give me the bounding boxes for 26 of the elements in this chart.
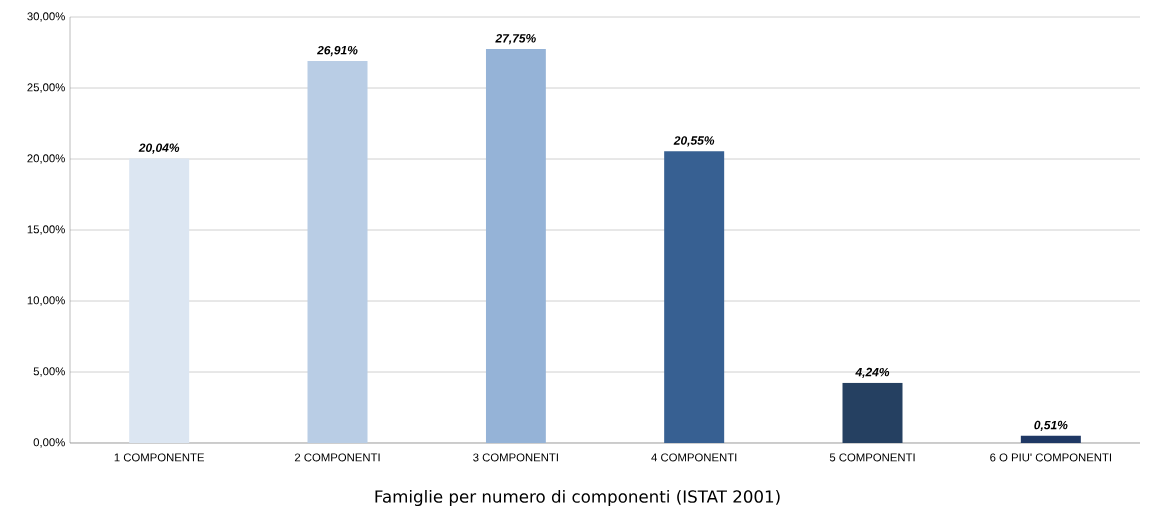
x-tick-label: 1 COMPONENTE xyxy=(114,453,205,462)
data-label: 0,51% xyxy=(1034,420,1068,432)
bar xyxy=(307,60,368,443)
y-tick-label: 15,00% xyxy=(27,225,65,235)
data-label: 4,24% xyxy=(855,367,890,379)
data-label: 20,04% xyxy=(138,143,180,154)
y-tick-label: 10,00% xyxy=(27,296,65,306)
y-tick-label: 0,00% xyxy=(33,438,65,448)
bar xyxy=(129,158,190,443)
y-tick-label: 30,00% xyxy=(27,12,65,22)
data-label: 26,91% xyxy=(316,45,358,57)
data-label: 27,75% xyxy=(495,34,536,45)
bar xyxy=(664,151,725,443)
y-tick-label: 5,00% xyxy=(33,367,65,377)
bar xyxy=(1020,435,1081,443)
x-tick-label: 4 COMPONENTI xyxy=(651,453,737,462)
x-tick-label: 2 COMPONENTI xyxy=(294,453,380,462)
y-tick-label: 20,00% xyxy=(27,154,65,164)
x-tick-label: 6 O PIU' COMPONENTI xyxy=(990,453,1112,462)
bar xyxy=(842,382,903,443)
data-label: 20,55% xyxy=(673,136,715,147)
text: Famiglie per numero di componenti (ISTAT 2001) xyxy=(375,489,780,507)
x-tick-label: 3 COMPONENTI xyxy=(473,453,558,462)
bar xyxy=(485,48,546,443)
x-tick-label: 5 COMPONENTI xyxy=(829,453,915,462)
y-tick-label: 25,00% xyxy=(27,83,65,93)
